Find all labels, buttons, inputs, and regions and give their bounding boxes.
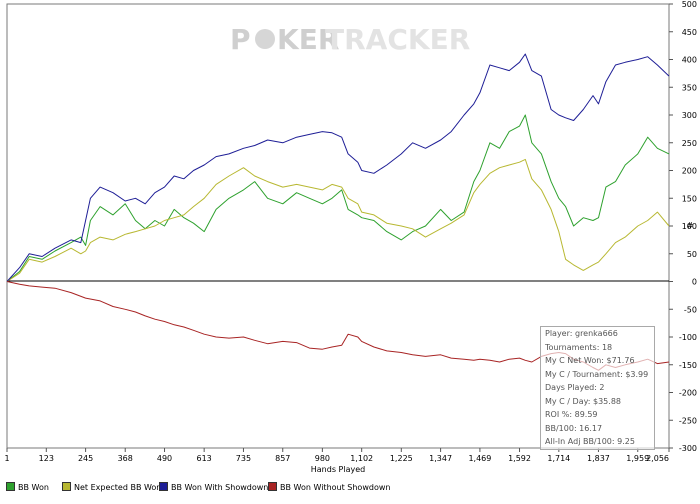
x-tick-label: 613	[197, 454, 212, 463]
y-tick-label: 350	[682, 83, 697, 92]
x-tick-label: 735	[236, 454, 251, 463]
series-layer	[6, 53, 670, 371]
y-tick-label: -250	[679, 416, 697, 425]
y-tick-label: 250	[682, 139, 697, 148]
watermark-tracker: TRACKER	[325, 23, 470, 56]
legend-swatch-with-showdown	[159, 482, 168, 491]
info-bb-per-100: BB/100: 16.17	[545, 423, 603, 433]
info-roi: ROI %: 89.59	[545, 410, 598, 419]
y-tick-label: 100	[682, 222, 697, 231]
watermark-chip-icon	[255, 29, 275, 49]
y-tick-label: 0	[692, 278, 697, 287]
x-tick-label: 368	[118, 454, 133, 463]
legend-swatch-bb-won	[6, 482, 15, 491]
info-per-day: My C / Day: $35.88	[545, 396, 621, 406]
x-tick-label: 980	[315, 454, 330, 463]
x-tick-label: 1,837	[587, 454, 610, 463]
legend-item-without-showdown[interactable]: BB Won Without Showdown	[268, 482, 390, 494]
legend-item-with-showdown[interactable]: BB Won With Showdown	[159, 482, 268, 494]
legend-item-bb-won[interactable]: BB Won	[6, 482, 49, 494]
y-tick-label: 500	[682, 0, 697, 9]
chart-legend: BB Won Net Expected BB Won BB Won With S…	[0, 478, 700, 498]
info-tournaments: Tournaments: 18	[545, 342, 613, 352]
info-player: Player: grenka666	[545, 329, 618, 338]
legend-label-without-showdown: BB Won Without Showdown	[280, 483, 391, 492]
y-tick-label: 400	[682, 56, 697, 65]
x-tick-label: 490	[157, 454, 172, 463]
y-tick-label: -300	[679, 444, 697, 453]
y-axis: 500450400350300250200150100500-50-100-15…	[669, 0, 697, 453]
x-tick-label: 2,056	[646, 454, 669, 463]
watermark-poker-rest: KER	[277, 23, 339, 56]
legend-label-with-showdown: BB Won With Showdown	[171, 483, 269, 492]
series-line-0	[6, 114, 670, 282]
y-axis-label: #	[687, 221, 694, 230]
legend-label-bb-won: BB Won	[18, 483, 49, 492]
x-tick-label: 1,225	[390, 454, 413, 463]
legend-label-net-expected: Net Expected BB Won	[74, 483, 162, 492]
series-line-2	[6, 53, 670, 282]
x-tick-label: 1,959	[626, 454, 649, 463]
info-per-tournament: My C / Tournament: $3.99	[545, 369, 649, 379]
x-tick-label: 123	[39, 454, 54, 463]
y-tick-label: 50	[687, 250, 697, 259]
x-tick-label: 1,347	[429, 454, 452, 463]
x-tick-label: 1,469	[468, 454, 491, 463]
legend-swatch-net-expected	[62, 482, 71, 491]
info-net-won: My C Net Won: $71.76	[545, 356, 635, 365]
y-tick-label: -150	[679, 361, 697, 370]
y-tick-label: 450	[682, 28, 697, 37]
x-tick-label: 1,102	[350, 454, 373, 463]
y-tick-label: -50	[684, 305, 697, 314]
y-tick-label: 150	[682, 194, 697, 203]
info-allin-adj: All-In Adj BB/100: 9.25	[545, 437, 635, 446]
legend-swatch-without-showdown	[268, 482, 277, 491]
info-days-played: Days Played: 2	[545, 383, 605, 392]
x-axis-label: Hands Played	[311, 465, 365, 474]
y-tick-label: -100	[679, 333, 697, 342]
x-tick-label: 857	[275, 454, 290, 463]
series-line-1	[6, 158, 670, 282]
x-axis: 1 123 245 368 490 613 735 857 980 1,102 1,225 1,347…	[4, 448, 670, 463]
x-tick-label: 1	[4, 454, 9, 463]
stats-info-box: Player: grenka666 Tournaments: 18 My C N…	[540, 326, 655, 450]
x-tick-label: 1,592	[508, 454, 531, 463]
legend-item-net-expected[interactable]: Net Expected BB Won	[62, 482, 161, 494]
y-tick-label: 200	[682, 167, 697, 176]
watermark-poker-p: P	[230, 23, 251, 56]
y-tick-label: -200	[679, 389, 697, 398]
y-tick-label: 300	[682, 111, 697, 120]
x-tick-label: 245	[78, 454, 93, 463]
x-tick-label: 1,714	[547, 454, 570, 463]
